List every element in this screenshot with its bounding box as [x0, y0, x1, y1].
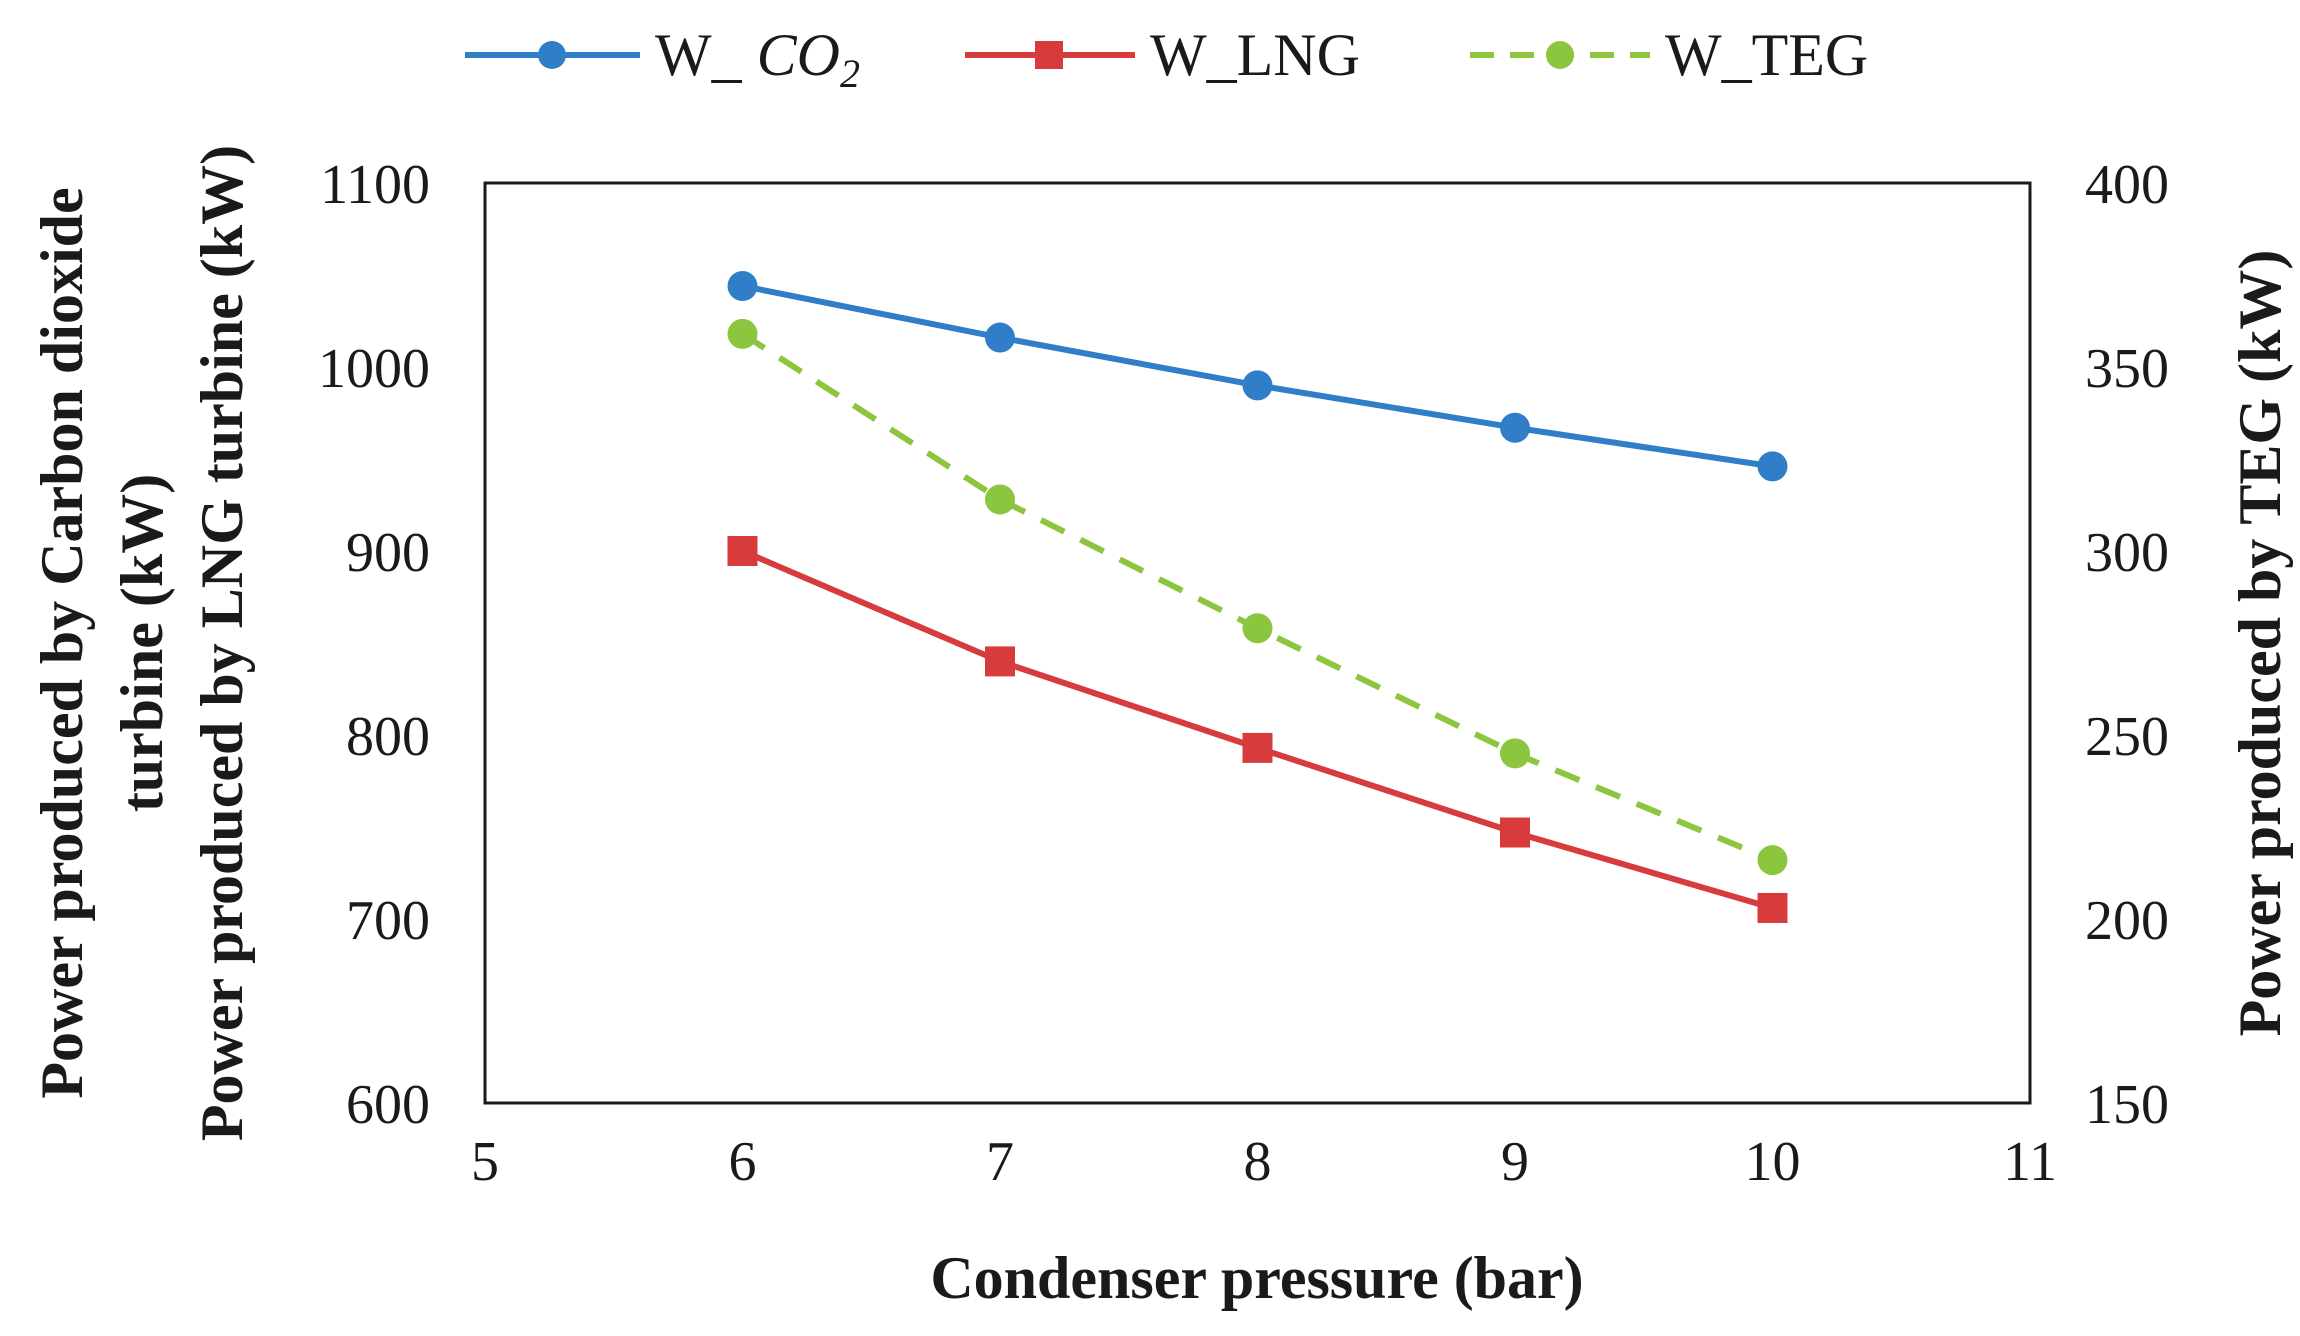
x-tick-label: 9: [1501, 1131, 1529, 1193]
x-tick-label: 10: [1745, 1131, 1801, 1193]
y-left-tick-label: 1000: [318, 338, 430, 400]
y-right-tick-label: 350: [2085, 338, 2169, 400]
legend-item-w-teg: W_TEG: [1470, 22, 1868, 88]
data-point-w-lng: [985, 646, 1015, 677]
data-point-w-teg: [1242, 613, 1273, 644]
legend-marker-w-lng: [1035, 41, 1063, 69]
x-tick-label: 5: [471, 1131, 499, 1193]
legend-label-w-co2: W_ CO2: [655, 22, 860, 96]
y-right-tick-label: 300: [2085, 522, 2169, 584]
x-tick-label: 7: [986, 1131, 1014, 1193]
data-point-w-co2: [1757, 451, 1788, 482]
legend-label-w-teg: W_TEG: [1665, 22, 1868, 88]
data-point-w-lng: [727, 536, 758, 566]
legend-label-w-co2-prefix: W_: [655, 22, 757, 88]
data-point-w-co2: [1242, 370, 1273, 401]
data-point-w-lng: [1242, 732, 1273, 763]
data-point-w-co2: [727, 271, 758, 302]
data-point-w-lng: [1500, 817, 1530, 848]
y-right-tick-label: 400: [2085, 154, 2169, 216]
y-right-tick-label: 150: [2085, 1074, 2169, 1136]
data-point-w-lng: [1757, 892, 1788, 923]
y-left-tick-label: 900: [346, 522, 430, 584]
legend-item-w-co2: W_ CO2: [465, 22, 860, 96]
y-right-tick-label: 250: [2085, 706, 2169, 768]
data-point-w-teg: [1757, 845, 1788, 876]
y-left-tick-label: 800: [346, 706, 430, 768]
data-point-w-teg: [727, 318, 758, 349]
y-right-tick-label: 200: [2085, 890, 2169, 952]
y-left-axis-title-line2: turbine (kW): [109, 474, 175, 812]
data-point-w-co2: [1500, 412, 1530, 443]
data-point-w-teg: [1500, 738, 1530, 769]
y-left-tick-label: 1100: [320, 154, 430, 216]
y-left-axis-title-line3: Power produced by LNG turbine (kW): [189, 145, 255, 1141]
plot-area: [483, 181, 2032, 1105]
x-tick-label: 11: [2003, 1131, 2057, 1193]
legend-label-w-lng: W_LNG: [1150, 22, 1360, 88]
x-axis-title: Condenser pressure (bar): [930, 1245, 1583, 1311]
series-line-w-teg: [740, 331, 1774, 863]
x-tick-label: 6: [729, 1131, 757, 1193]
x-tick-label: 8: [1244, 1131, 1272, 1193]
data-point-w-teg: [985, 484, 1015, 515]
legend-label-w-co2-sub: 2: [840, 51, 860, 96]
data-point-w-co2: [985, 322, 1015, 353]
y-left-tick-label: 600: [346, 1074, 430, 1136]
legend: W_ CO2 W_LNG W_TEG: [465, 22, 1868, 96]
series-layer: [727, 271, 1788, 923]
y-right-axis-title: Power produced by TEG (kW): [2227, 250, 2293, 1037]
series-line-w-lng: [741, 548, 1774, 911]
legend-label-w-co2-main: CO: [757, 22, 840, 88]
legend-marker-w-co2: [538, 41, 566, 69]
x-tick-labels: 5 6 7 8 9 10 11: [471, 1131, 2057, 1193]
y-right-tick-labels: 150 200 250 300 350 400: [2085, 154, 2169, 1136]
y-left-tick-label: 700: [346, 890, 430, 952]
legend-item-w-lng: W_LNG: [965, 22, 1360, 88]
legend-marker-w-teg: [1546, 41, 1574, 69]
y-left-tick-labels: 600 700 800 900 1000 1100: [318, 154, 430, 1136]
y-left-axis-title-line1: Power produced by Carbon dioxide: [29, 187, 95, 1098]
